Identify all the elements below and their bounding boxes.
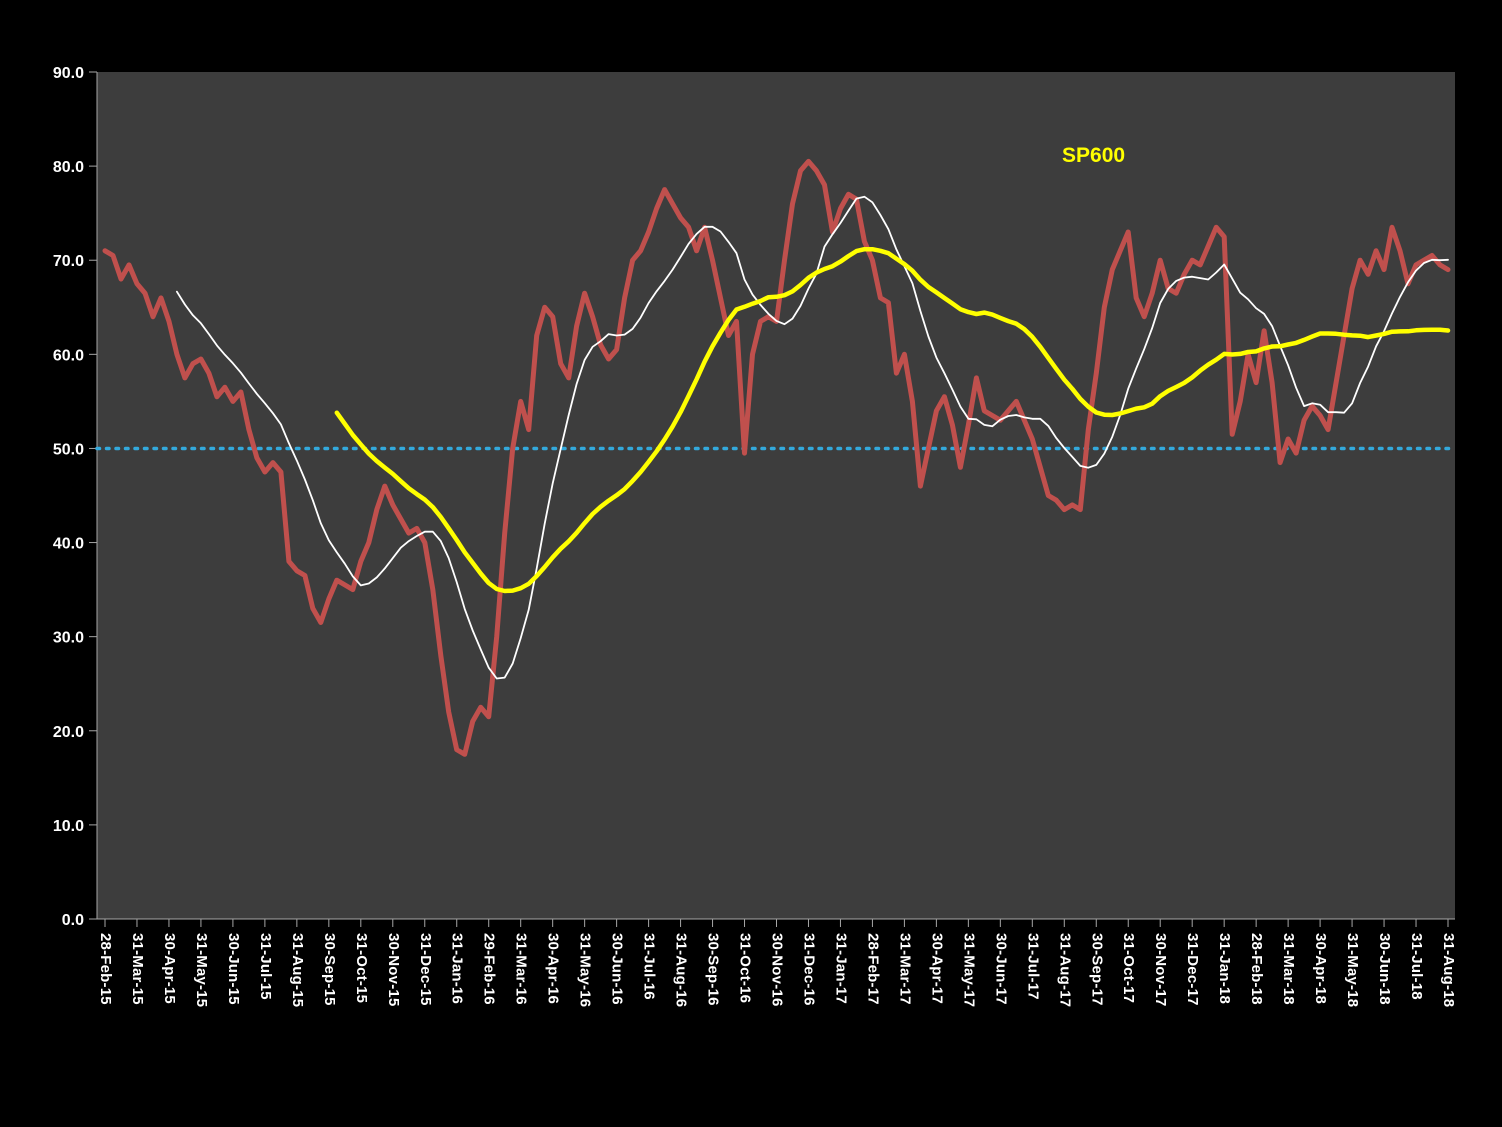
y-axis-label: 40.0 xyxy=(53,536,84,553)
x-axis-label: 30-Nov-17 xyxy=(1152,933,1169,1007)
x-axis-label: 31-Mar-18 xyxy=(1280,933,1297,1005)
x-axis-label: 30-Apr-16 xyxy=(545,933,562,1004)
series-white-line xyxy=(175,195,1449,680)
x-axis-label: 31-Oct-16 xyxy=(737,933,754,1003)
x-axis-label: 31-Aug-17 xyxy=(1056,933,1073,1007)
x-axis-label: 31-Dec-16 xyxy=(800,933,817,1006)
x-axis-label: 31-Jan-18 xyxy=(1216,933,1233,1004)
x-axis-label: 30-Jun-15 xyxy=(225,933,242,1005)
x-axis-label: 30-Apr-17 xyxy=(928,933,945,1004)
y-axis-label: 20.0 xyxy=(53,724,84,741)
y-axis-label: 30.0 xyxy=(53,630,84,647)
x-axis-label: 30-Nov-16 xyxy=(769,933,786,1007)
x-axis-label: 30-Jun-16 xyxy=(609,933,626,1005)
x-axis-label: 31-Mar-17 xyxy=(896,933,913,1005)
x-axis-label: 31-May-18 xyxy=(1344,933,1361,1007)
x-axis-label: 30-Apr-15 xyxy=(161,933,178,1004)
series-yellow-line xyxy=(334,246,1451,594)
x-axis-label: 31-May-16 xyxy=(577,933,594,1007)
y-axis-label: 10.0 xyxy=(53,818,84,835)
x-axis-label: 31-Jan-16 xyxy=(449,933,466,1004)
series-label-sp600: SP600 xyxy=(1062,144,1126,167)
x-axis-label: 28-Feb-18 xyxy=(1248,933,1265,1005)
x-axis-label: 31-Oct-15 xyxy=(353,933,370,1003)
x-axis-label: 28-Feb-15 xyxy=(97,933,114,1005)
x-axis-label: 31-Jul-17 xyxy=(1024,933,1041,1000)
x-axis-label: 30-Jun-17 xyxy=(992,933,1009,1005)
x-axis-label: 31-Mar-16 xyxy=(513,933,530,1005)
x-axis-label: 31-Jul-15 xyxy=(257,933,274,1000)
y-axis-label: 60.0 xyxy=(53,347,84,364)
x-axis-label: 31-Aug-16 xyxy=(673,933,690,1007)
x-axis-label: 31-May-17 xyxy=(960,933,977,1007)
x-axis-label: 31-May-15 xyxy=(193,933,210,1007)
y-axis-label: 70.0 xyxy=(53,253,84,270)
x-axis-label: 29-Feb-16 xyxy=(481,933,498,1005)
x-axis-label: 31-Dec-15 xyxy=(417,933,434,1006)
y-axis-label: 0.0 xyxy=(62,912,84,929)
x-axis-label: 31-Oct-17 xyxy=(1120,933,1137,1003)
y-axis-label: 80.0 xyxy=(53,159,84,176)
x-axis-label: 30-Apr-18 xyxy=(1312,933,1329,1004)
x-axis-label: 28-Feb-17 xyxy=(864,933,881,1005)
x-axis-label: 30-Jun-18 xyxy=(1376,933,1393,1005)
plot-area xyxy=(97,72,1455,919)
x-axis-label: 30-Sep-16 xyxy=(705,933,722,1006)
x-axis-label: 31-Mar-15 xyxy=(129,933,146,1005)
x-axis-label: 31-Jan-17 xyxy=(832,933,849,1004)
x-axis-label: 31-Aug-18 xyxy=(1440,933,1457,1007)
x-axis-label: 30-Sep-17 xyxy=(1088,933,1105,1006)
y-axis-label: 90.0 xyxy=(53,65,84,82)
x-axis-label: 31-Jul-18 xyxy=(1408,933,1425,1000)
x-axis-label: 31-Aug-15 xyxy=(289,933,306,1007)
y-axis-label: 50.0 xyxy=(53,441,84,458)
x-axis-label: 31-Jul-16 xyxy=(641,933,658,1000)
x-axis-label: 30-Nov-15 xyxy=(385,933,402,1007)
x-axis-label: 31-Dec-17 xyxy=(1184,933,1201,1006)
x-axis-label: 30-Sep-15 xyxy=(321,933,338,1006)
